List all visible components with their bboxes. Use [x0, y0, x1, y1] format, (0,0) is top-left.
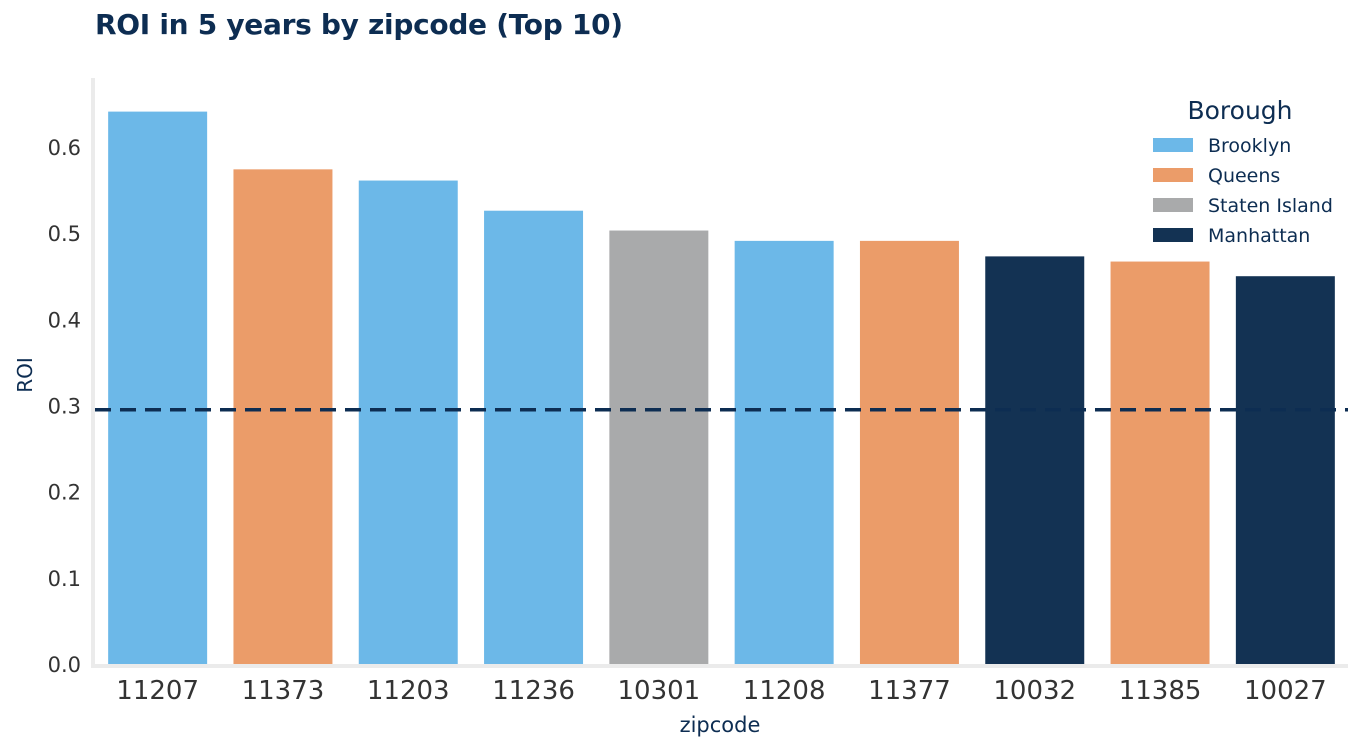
x-tick-label: 11208 [743, 676, 826, 706]
bar-10027 [1235, 276, 1335, 664]
axes [91, 78, 1348, 668]
x-tick-label: 10032 [993, 676, 1076, 706]
legend-label: Brooklyn [1208, 135, 1291, 157]
x-tick-label: 11207 [116, 676, 199, 706]
legend-swatch [1153, 198, 1193, 212]
x-tick-label: 11377 [868, 676, 951, 706]
bar-11207 [108, 111, 208, 664]
x-tick-label: 11203 [367, 676, 450, 706]
bar-11377 [859, 240, 959, 664]
x-tick-label: 10301 [617, 676, 700, 706]
legend-swatch [1153, 138, 1193, 152]
y-tick-label: 0.4 [48, 308, 81, 332]
legend-label: Manhattan [1208, 225, 1310, 247]
legend-title: Borough [1187, 96, 1292, 125]
x-ticks: 11207 11373 11203 11236 10301 11208 11377 10032… [116, 676, 1326, 706]
y-tick-label: 0.3 [48, 394, 81, 418]
x-axis-title: zipcode [680, 713, 761, 737]
x-tick-label: 10027 [1244, 676, 1327, 706]
y-tick-label: 0.0 [48, 653, 81, 677]
bar-10301 [609, 230, 709, 664]
bar-11208 [734, 240, 834, 664]
y-tick-label: 0.2 [48, 481, 81, 505]
legend-label: Queens [1208, 165, 1280, 187]
y-axis-title: ROI [13, 357, 37, 393]
bars [108, 111, 1335, 665]
x-tick-label: 11236 [492, 676, 575, 706]
y-ticks: 0.0 0.1 0.2 0.3 0.4 0.5 0.6 [48, 136, 81, 677]
legend: Borough Brooklyn Queens Staten Island Manha… [1153, 96, 1333, 247]
y-tick-label: 0.1 [48, 567, 81, 591]
legend-swatch [1153, 228, 1193, 242]
chart-title: ROI in 5 years by zipcode (Top 10) [95, 8, 623, 41]
legend-swatch [1153, 168, 1193, 182]
x-tick-label: 11373 [242, 676, 325, 706]
bar-11203 [358, 180, 458, 665]
y-tick-label: 0.5 [48, 222, 81, 246]
bar-10032 [985, 256, 1085, 664]
legend-label: Staten Island [1208, 195, 1333, 217]
bar-11373 [233, 169, 333, 665]
x-tick-label: 11385 [1119, 676, 1202, 706]
y-tick-label: 0.6 [48, 136, 81, 160]
bar-11385 [1110, 261, 1210, 664]
bar-11236 [484, 210, 584, 664]
